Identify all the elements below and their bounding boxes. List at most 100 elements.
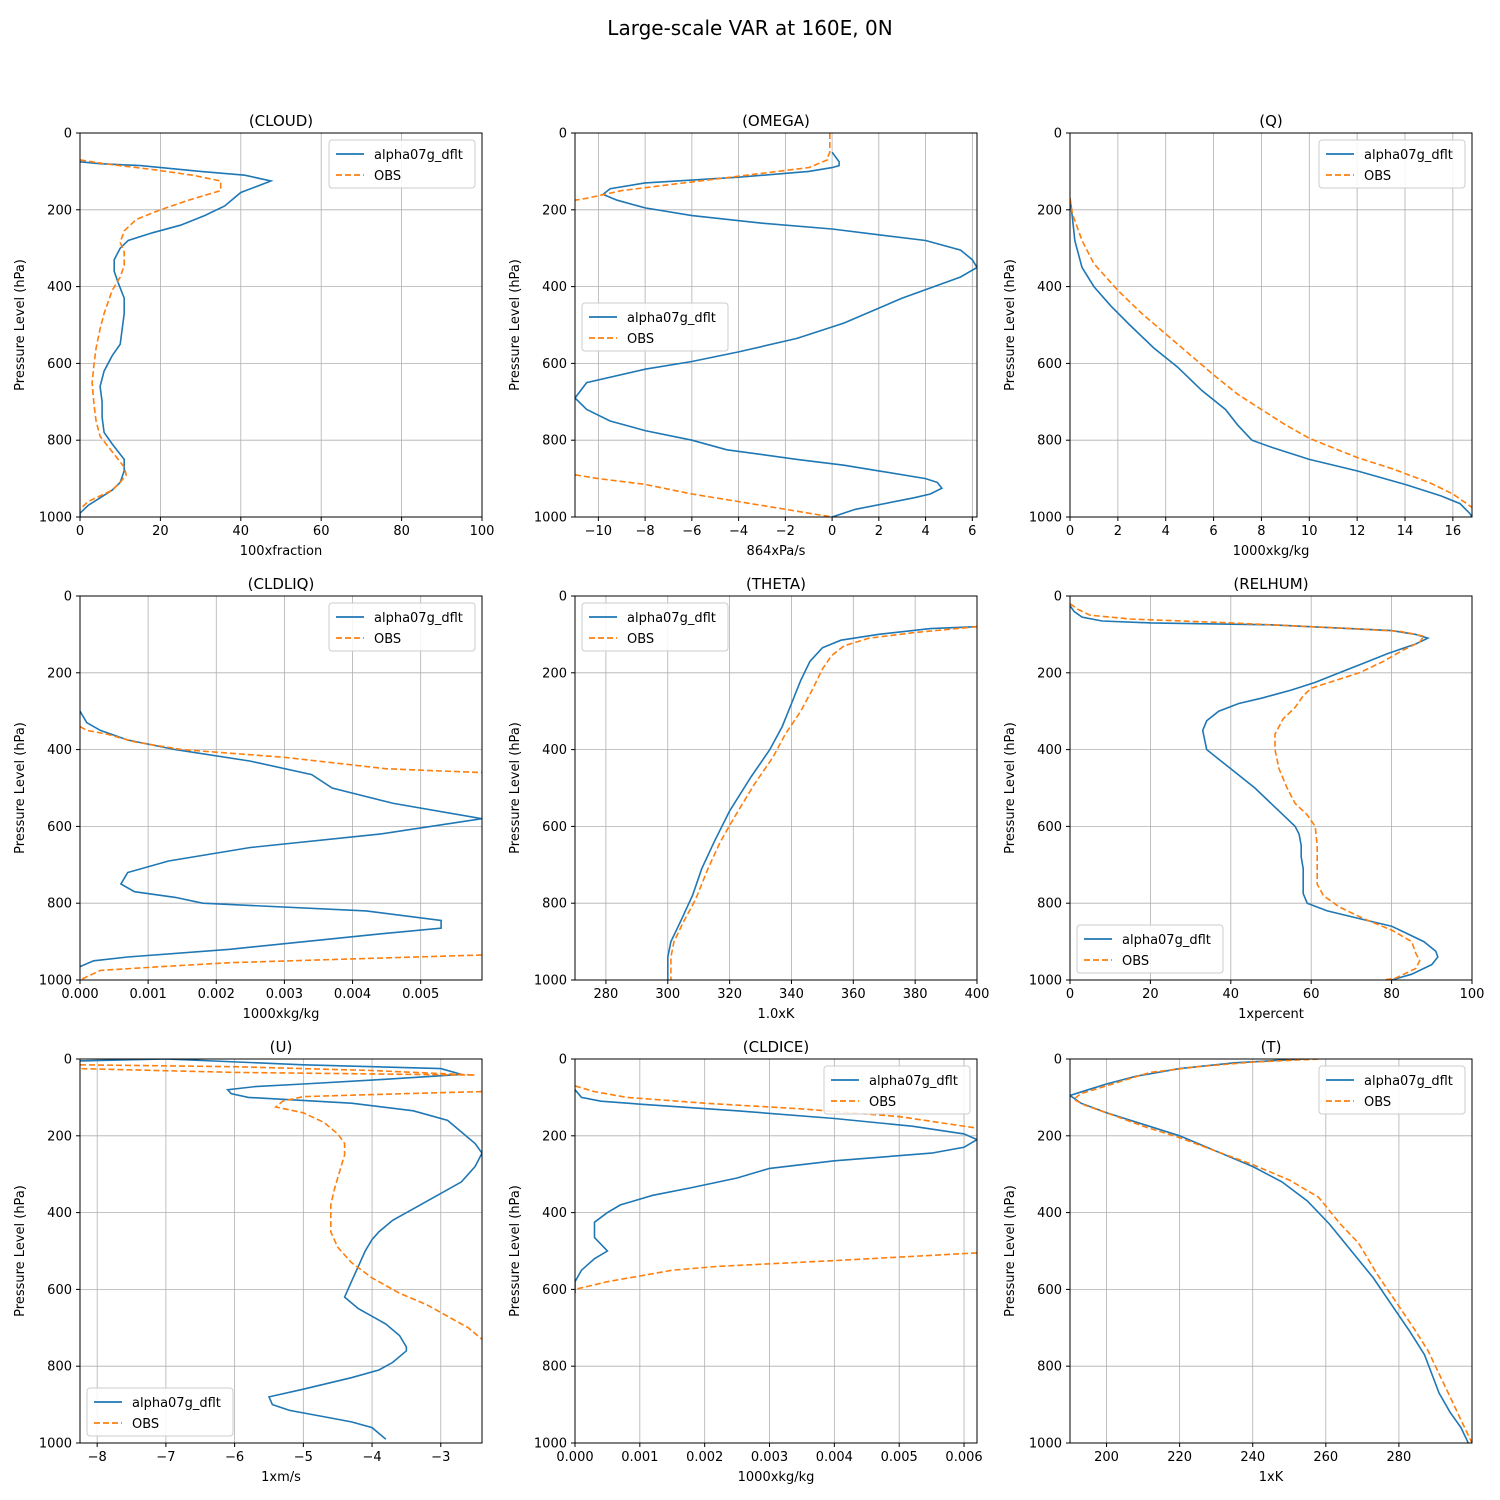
y-tick-label: 0 bbox=[559, 1053, 567, 1068]
axes-frame bbox=[574, 132, 978, 518]
x-tick-label: 0.002 bbox=[198, 987, 235, 1002]
x-tick-label: 0.001 bbox=[621, 1450, 658, 1465]
x-tick-label: 6 bbox=[968, 524, 976, 539]
y-tick-label: 400 bbox=[47, 743, 72, 758]
x-tick-label: 0.003 bbox=[266, 987, 303, 1002]
series-line-model bbox=[667, 625, 977, 980]
chart-title: (CLDICE) bbox=[743, 1038, 809, 1056]
x-tick-label: −8 bbox=[636, 524, 655, 539]
y-tick-label: 1000 bbox=[534, 1437, 567, 1452]
legend-label-model: alpha07g_dflt bbox=[1364, 148, 1453, 163]
series-line-obs bbox=[575, 1252, 977, 1291]
series-line-obs bbox=[575, 1085, 977, 1129]
axes-frame bbox=[1069, 132, 1473, 518]
legend-label-obs: OBS bbox=[869, 1095, 896, 1110]
legend: alpha07g_dflt OBS bbox=[823, 1065, 971, 1115]
y-tick-label: 600 bbox=[542, 820, 567, 835]
x-tick-label: 60 bbox=[1303, 987, 1320, 1002]
x-tick-label: 100 bbox=[1460, 987, 1485, 1002]
x-axis-label: 1000xkg/kg bbox=[1233, 544, 1310, 559]
x-axis-label: 1.0xK bbox=[758, 1007, 795, 1022]
series-line-model bbox=[575, 151, 977, 517]
y-tick-label: 1000 bbox=[39, 1437, 72, 1452]
x-tick-label: 40 bbox=[233, 524, 250, 539]
x-axis-label: 1xK bbox=[1259, 1470, 1284, 1485]
y-axis-label: Pressure Level (hPa) bbox=[1003, 1185, 1018, 1317]
y-tick-label: 800 bbox=[1037, 897, 1062, 912]
y-axis-label: Pressure Level (hPa) bbox=[13, 722, 28, 854]
x-tick-label: 0 bbox=[1066, 524, 1074, 539]
y-axis-label: Pressure Level (hPa) bbox=[1003, 259, 1018, 391]
legend-label-model: alpha07g_dflt bbox=[627, 311, 716, 326]
y-tick-label: 200 bbox=[542, 666, 567, 681]
x-tick-label: 0.005 bbox=[881, 1450, 918, 1465]
x-tick-label: 4 bbox=[1162, 524, 1170, 539]
y-tick-label: 1000 bbox=[39, 974, 72, 989]
x-tick-label: 0.002 bbox=[686, 1450, 723, 1465]
y-tick-label: 600 bbox=[47, 357, 72, 372]
y-tick-label: 1000 bbox=[1029, 511, 1062, 526]
series-line-model bbox=[1070, 198, 1472, 517]
x-tick-label: 240 bbox=[1240, 1450, 1265, 1465]
axes-frame bbox=[79, 132, 483, 518]
series-line-obs bbox=[1072, 1059, 1472, 1443]
x-tick-label: 400 bbox=[965, 987, 990, 1002]
y-tick-label: 0 bbox=[1054, 590, 1062, 605]
x-tick-label: 6 bbox=[1209, 524, 1217, 539]
x-tick-label: 20 bbox=[152, 524, 169, 539]
series-line-obs bbox=[80, 1064, 476, 1076]
series-line-model bbox=[1070, 1059, 1470, 1443]
x-tick-label: 0.003 bbox=[751, 1450, 788, 1465]
chart-title: (THETA) bbox=[746, 575, 806, 593]
x-tick-label: 60 bbox=[313, 524, 330, 539]
x-tick-label: 14 bbox=[1397, 524, 1414, 539]
series-line-obs bbox=[274, 1090, 482, 1340]
chart-title: (U) bbox=[270, 1038, 293, 1056]
legend-label-model: alpha07g_dflt bbox=[1364, 1074, 1453, 1089]
x-tick-label: 320 bbox=[717, 987, 742, 1002]
x-tick-label: 10 bbox=[1301, 524, 1318, 539]
x-tick-label: 280 bbox=[594, 987, 619, 1002]
x-tick-label: 0.000 bbox=[61, 987, 98, 1002]
x-tick-label: 100 bbox=[470, 524, 495, 539]
legend-label-model: alpha07g_dflt bbox=[1122, 933, 1211, 948]
y-tick-label: 600 bbox=[1037, 357, 1062, 372]
x-tick-label: 0.006 bbox=[945, 1450, 982, 1465]
y-tick-label: 1000 bbox=[1029, 1437, 1062, 1452]
y-tick-label: 400 bbox=[1037, 280, 1062, 295]
y-tick-label: 200 bbox=[542, 203, 567, 218]
x-tick-label: 0.005 bbox=[402, 987, 439, 1002]
chart-relhum: 0 20 40 60 80 10002004006008001000(RELHUM)1xp… bbox=[1003, 575, 1484, 1022]
x-tick-label: 80 bbox=[1383, 987, 1400, 1002]
legend: alpha07g_dflt OBS bbox=[328, 139, 476, 189]
x-tick-label: −5 bbox=[294, 1450, 313, 1465]
chart-cldliq: 0.000 0.001 0.002 0.003 0.004 0.005 0 200 400 600… bbox=[13, 575, 483, 1022]
y-tick-label: 0 bbox=[64, 127, 72, 142]
chart-title: (CLDLIQ) bbox=[248, 575, 315, 593]
y-tick-label: 600 bbox=[1037, 1283, 1062, 1298]
legend-label-model: alpha07g_dflt bbox=[627, 611, 716, 626]
series-line-obs bbox=[1070, 198, 1472, 509]
y-tick-label: 800 bbox=[1037, 434, 1062, 449]
chart-t: 200 220 240 260 280 0 200 400 600 800 1000 (T) 1xK Pr… bbox=[1003, 1038, 1473, 1485]
axes-frame bbox=[574, 595, 978, 981]
legend-label-obs: OBS bbox=[1364, 169, 1391, 184]
legend-label-obs: OBS bbox=[627, 632, 654, 647]
y-tick-label: 200 bbox=[47, 203, 72, 218]
y-tick-label: 200 bbox=[47, 666, 72, 681]
y-tick-label: 0 bbox=[559, 127, 567, 142]
chart-cldice: 0.000 0.001 0.002 0.003 0.004 0.005 0.006 0 200 4… bbox=[508, 1038, 983, 1485]
y-tick-label: 800 bbox=[47, 434, 72, 449]
x-tick-label: 260 bbox=[1313, 1450, 1338, 1465]
y-tick-label: 200 bbox=[1037, 203, 1062, 218]
x-tick-label: 280 bbox=[1386, 1450, 1411, 1465]
axes-frame bbox=[1069, 1058, 1473, 1444]
chart-title: (OMEGA) bbox=[742, 112, 810, 130]
chart-title: (T) bbox=[1261, 1038, 1282, 1056]
y-tick-label: 200 bbox=[1037, 666, 1062, 681]
x-tick-label: −6 bbox=[225, 1450, 244, 1465]
x-tick-label: 360 bbox=[841, 987, 866, 1002]
y-tick-label: 600 bbox=[542, 357, 567, 372]
x-tick-label: 16 bbox=[1445, 524, 1462, 539]
